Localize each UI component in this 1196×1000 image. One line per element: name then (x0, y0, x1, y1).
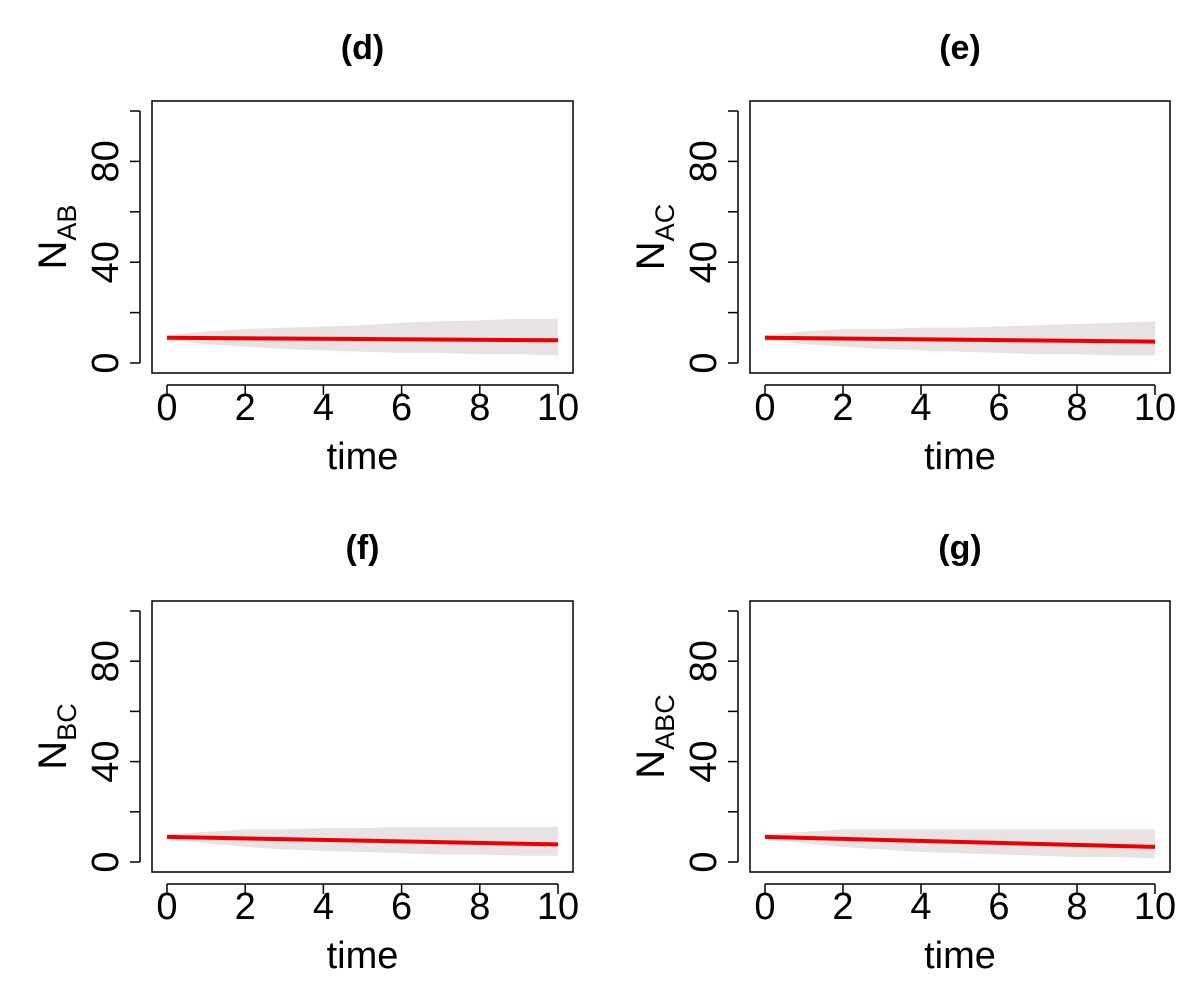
y-axis-label-subscript: BC (52, 703, 82, 741)
plot-frame (749, 600, 1171, 873)
x-tick-label: 6 (988, 387, 1009, 429)
x-tick-label: 2 (235, 387, 256, 429)
y-axis-label: NBC (31, 703, 82, 769)
x-tick-label: 8 (469, 387, 490, 429)
x-tick-label: 10 (537, 387, 579, 429)
y-axis-label-main: N (629, 750, 673, 779)
y-tick-label: 80 (683, 140, 725, 182)
x-tick-label: 10 (537, 886, 579, 928)
x-tick-label: 6 (988, 886, 1009, 928)
x-axis-label: time (924, 436, 996, 478)
y-axis-label-main: N (629, 241, 673, 270)
mean-line (166, 335, 559, 343)
x-tick-label: 8 (1066, 886, 1087, 928)
plot-frame (151, 100, 574, 374)
x-axis-label: time (924, 935, 996, 977)
x-tick-label: 0 (156, 387, 177, 429)
y-tick-label: 0 (683, 352, 725, 373)
mean-line (764, 335, 1156, 344)
plot-frame (749, 100, 1171, 374)
chart-title: (d) (341, 29, 384, 67)
y-tick-label: 40 (683, 241, 725, 283)
y-axis-label: NABC (629, 694, 680, 778)
chart-title: (e) (939, 29, 981, 67)
x-tick-label: 10 (1134, 886, 1176, 928)
mean-line (764, 834, 1156, 849)
x-axis-label: time (327, 436, 399, 478)
x-tick-label: 6 (391, 886, 412, 928)
y-tick-label: 0 (85, 352, 127, 373)
chart-title: (g) (938, 529, 981, 567)
chart-title: (f) (346, 529, 380, 567)
y-axis-label: NAC (629, 204, 680, 270)
x-tick-label: 4 (313, 886, 334, 928)
mean-line (166, 834, 559, 847)
x-tick-label: 0 (754, 387, 775, 429)
y-tick-label: 40 (683, 740, 725, 782)
y-tick-label: 40 (85, 241, 127, 283)
x-tick-label: 10 (1134, 387, 1176, 429)
y-axis-label-subscript: AC (650, 204, 680, 242)
x-tick-label: 6 (391, 387, 412, 429)
x-tick-label: 2 (832, 886, 853, 928)
y-tick-label: 80 (683, 640, 725, 682)
x-tick-label: 8 (1066, 387, 1087, 429)
x-tick-label: 2 (832, 387, 853, 429)
y-tick-label: 40 (85, 740, 127, 782)
y-axis-label: NAB (31, 205, 82, 270)
y-axis-label-main: N (31, 241, 75, 270)
x-tick-label: 8 (469, 886, 490, 928)
y-axis-label-main: N (31, 741, 75, 770)
y-axis-label-subscript: AB (52, 205, 82, 241)
x-tick-label: 4 (313, 387, 334, 429)
y-tick-label: 80 (85, 140, 127, 182)
y-axis-label-subscript: ABC (650, 694, 680, 750)
x-tick-label: 0 (754, 886, 775, 928)
y-tick-label: 80 (85, 640, 127, 682)
x-tick-label: 0 (156, 886, 177, 928)
x-axis-label: time (327, 935, 399, 977)
x-tick-label: 2 (235, 886, 256, 928)
x-tick-label: 4 (910, 387, 931, 429)
plot-frame (151, 600, 574, 873)
x-tick-label: 4 (910, 886, 931, 928)
y-tick-label: 0 (85, 851, 127, 872)
y-tick-label: 0 (683, 851, 725, 872)
